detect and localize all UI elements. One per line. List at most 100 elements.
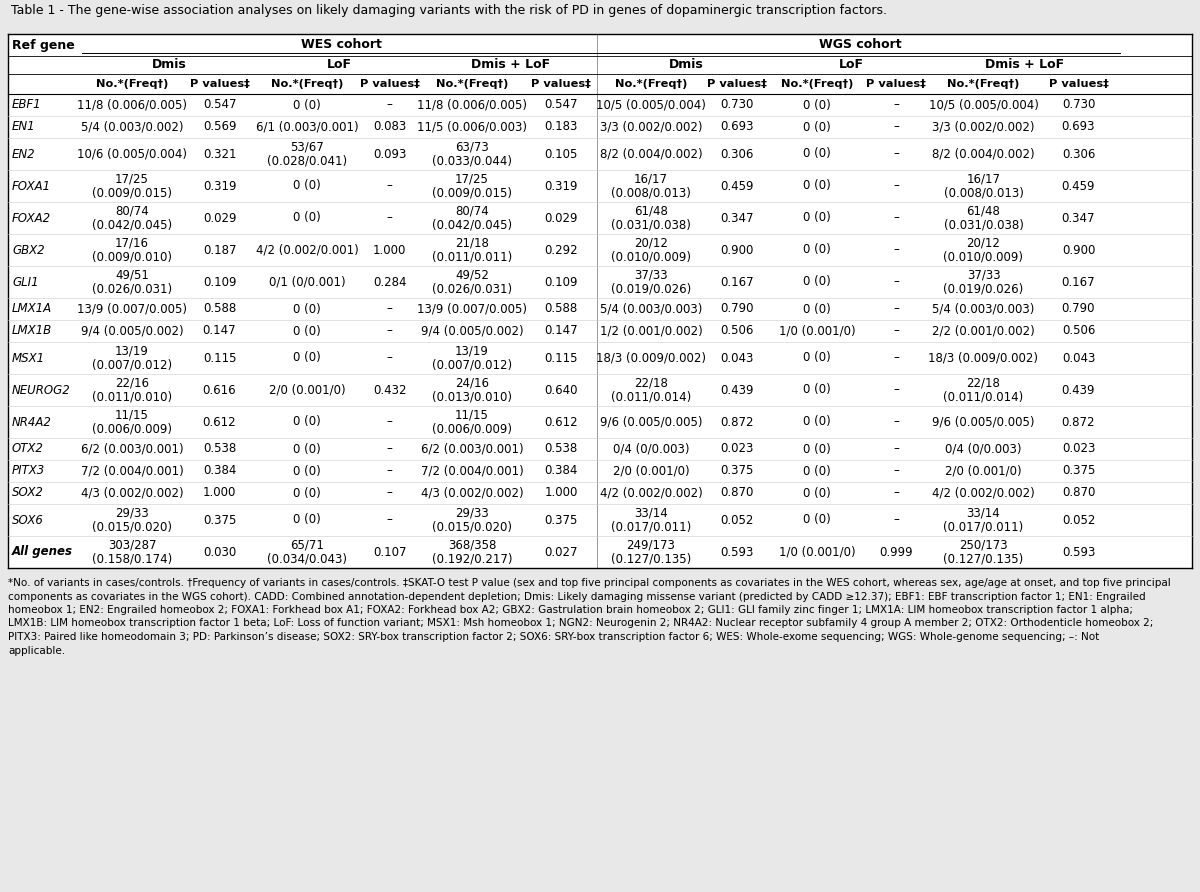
Text: EBF1: EBF1 xyxy=(12,98,42,112)
Text: 0.147: 0.147 xyxy=(544,325,578,337)
Text: 0.538: 0.538 xyxy=(545,442,577,456)
Text: –: – xyxy=(893,276,899,288)
Text: 22/16
(0.011/0.010): 22/16 (0.011/0.010) xyxy=(92,376,172,404)
Text: 4/3 (0.002/0.002): 4/3 (0.002/0.002) xyxy=(421,486,523,500)
Text: 0.790: 0.790 xyxy=(720,302,754,316)
Text: 0.870: 0.870 xyxy=(1062,486,1096,500)
Text: 2/2 (0.001/0.002): 2/2 (0.001/0.002) xyxy=(932,325,1034,337)
Text: Dmis: Dmis xyxy=(668,59,703,71)
Text: 8/2 (0.004/0.002): 8/2 (0.004/0.002) xyxy=(600,147,702,161)
Text: 0.306: 0.306 xyxy=(720,147,754,161)
Text: 0 (0): 0 (0) xyxy=(803,147,830,161)
Text: –: – xyxy=(386,486,392,500)
Text: 0.693: 0.693 xyxy=(1062,120,1096,134)
Text: 33/14
(0.017/0.011): 33/14 (0.017/0.011) xyxy=(943,507,1024,533)
Text: 0.052: 0.052 xyxy=(1062,514,1096,526)
Text: SOX6: SOX6 xyxy=(12,514,44,526)
Text: 0.043: 0.043 xyxy=(1062,351,1096,365)
Text: No.*(Freq†): No.*(Freq†) xyxy=(271,79,343,89)
Text: LMX1A: LMX1A xyxy=(12,302,52,316)
Text: 0/1 (0/0.001): 0/1 (0/0.001) xyxy=(269,276,346,288)
Text: 1/0 (0.001/0): 1/0 (0.001/0) xyxy=(779,546,856,558)
Text: 49/51
(0.026/0.031): 49/51 (0.026/0.031) xyxy=(92,268,172,296)
Text: –: – xyxy=(386,465,392,477)
Text: 0 (0): 0 (0) xyxy=(293,98,320,112)
Text: 53/67
(0.028/0.041): 53/67 (0.028/0.041) xyxy=(266,140,347,168)
Text: 0.319: 0.319 xyxy=(203,179,236,193)
Text: P values‡: P values‡ xyxy=(360,79,420,89)
Text: 37/33
(0.019/0.026): 37/33 (0.019/0.026) xyxy=(611,268,691,296)
Text: 0 (0): 0 (0) xyxy=(293,179,320,193)
Text: 0.547: 0.547 xyxy=(203,98,236,112)
Text: 0.432: 0.432 xyxy=(373,384,407,397)
Text: 11/5 (0.006/0.003): 11/5 (0.006/0.003) xyxy=(418,120,527,134)
Text: 1.000: 1.000 xyxy=(203,486,236,500)
Text: No.*(Freq†): No.*(Freq†) xyxy=(436,79,508,89)
Text: FOXA1: FOXA1 xyxy=(12,179,52,193)
Text: 0/4 (0/0.003): 0/4 (0/0.003) xyxy=(946,442,1021,456)
Text: 4/2 (0.002/0.002): 4/2 (0.002/0.002) xyxy=(932,486,1034,500)
Text: 0.023: 0.023 xyxy=(720,442,754,456)
Text: –: – xyxy=(893,244,899,257)
Text: –: – xyxy=(893,442,899,456)
Text: 0 (0): 0 (0) xyxy=(803,384,830,397)
Text: Dmis: Dmis xyxy=(152,59,187,71)
Text: 65/71
(0.034/0.043): 65/71 (0.034/0.043) xyxy=(266,538,347,566)
Text: 0.115: 0.115 xyxy=(203,351,236,365)
Text: 0 (0): 0 (0) xyxy=(803,442,830,456)
Text: 0.115: 0.115 xyxy=(545,351,577,365)
Text: 0.375: 0.375 xyxy=(545,514,577,526)
Text: 0 (0): 0 (0) xyxy=(803,514,830,526)
Text: 0 (0): 0 (0) xyxy=(803,276,830,288)
Text: 0.439: 0.439 xyxy=(1062,384,1096,397)
Text: 0 (0): 0 (0) xyxy=(293,351,320,365)
Text: 0.730: 0.730 xyxy=(1062,98,1096,112)
Text: NEUROG2: NEUROG2 xyxy=(12,384,71,397)
Text: 0.321: 0.321 xyxy=(203,147,236,161)
Text: 20/12
(0.010/0.009): 20/12 (0.010/0.009) xyxy=(943,236,1024,264)
Text: 0 (0): 0 (0) xyxy=(293,514,320,526)
Text: –: – xyxy=(386,179,392,193)
Text: *No. of variants in cases/controls. †Frequency of variants in cases/controls. ‡S: *No. of variants in cases/controls. †Fre… xyxy=(8,578,1171,588)
Text: SOX2: SOX2 xyxy=(12,486,44,500)
Text: 0 (0): 0 (0) xyxy=(803,211,830,225)
Text: 24/16
(0.013/0.010): 24/16 (0.013/0.010) xyxy=(432,376,512,404)
Text: 0.612: 0.612 xyxy=(544,416,578,428)
Text: 0.790: 0.790 xyxy=(1062,302,1096,316)
Text: No.*(Freq†): No.*(Freq†) xyxy=(96,79,168,89)
Text: 80/74
(0.042/0.045): 80/74 (0.042/0.045) xyxy=(92,204,172,232)
Text: 0.588: 0.588 xyxy=(203,302,236,316)
Text: 0.640: 0.640 xyxy=(545,384,577,397)
Text: 0.187: 0.187 xyxy=(203,244,236,257)
Text: 0 (0): 0 (0) xyxy=(293,416,320,428)
Text: components as covariates in the WGS cohort). CADD: Combined annotation-dependent: components as covariates in the WGS coho… xyxy=(8,591,1146,601)
Text: 9/6 (0.005/0.005): 9/6 (0.005/0.005) xyxy=(600,416,702,428)
Text: 0 (0): 0 (0) xyxy=(293,486,320,500)
Text: 0.730: 0.730 xyxy=(720,98,754,112)
Text: 10/5 (0.005/0.004): 10/5 (0.005/0.004) xyxy=(929,98,1038,112)
Text: 0.319: 0.319 xyxy=(545,179,577,193)
Text: homeobox 1; EN2: Engrailed homeobox 2; FOXA1: Forkhead box A1; FOXA2: Forkhead b: homeobox 1; EN2: Engrailed homeobox 2; F… xyxy=(8,605,1133,615)
Text: 0 (0): 0 (0) xyxy=(803,416,830,428)
Text: 10/5 (0.005/0.004): 10/5 (0.005/0.004) xyxy=(596,98,706,112)
Text: 17/16
(0.009/0.010): 17/16 (0.009/0.010) xyxy=(92,236,172,264)
Text: 9/6 (0.005/0.005): 9/6 (0.005/0.005) xyxy=(932,416,1034,428)
Text: 29/33
(0.015/0.020): 29/33 (0.015/0.020) xyxy=(92,507,172,533)
Text: 1/0 (0.001/0): 1/0 (0.001/0) xyxy=(779,325,856,337)
Text: 49/52
(0.026/0.031): 49/52 (0.026/0.031) xyxy=(432,268,512,296)
Text: 0.588: 0.588 xyxy=(545,302,577,316)
Text: 0.375: 0.375 xyxy=(720,465,754,477)
Text: 4/3 (0.002/0.002): 4/3 (0.002/0.002) xyxy=(80,486,184,500)
Text: 0.459: 0.459 xyxy=(1062,179,1096,193)
Text: 13/19
(0.007/0.012): 13/19 (0.007/0.012) xyxy=(432,344,512,372)
Text: 5/4 (0.003/0.002): 5/4 (0.003/0.002) xyxy=(80,120,184,134)
Text: 37/33
(0.019/0.026): 37/33 (0.019/0.026) xyxy=(943,268,1024,296)
Text: 0.506: 0.506 xyxy=(1062,325,1096,337)
Text: 0.547: 0.547 xyxy=(545,98,577,112)
Text: 10/6 (0.005/0.004): 10/6 (0.005/0.004) xyxy=(77,147,187,161)
Text: 0.872: 0.872 xyxy=(1062,416,1096,428)
Text: 0.105: 0.105 xyxy=(545,147,577,161)
Text: 0.384: 0.384 xyxy=(203,465,236,477)
Text: 0.593: 0.593 xyxy=(1062,546,1096,558)
Text: 5/4 (0.003/0.003): 5/4 (0.003/0.003) xyxy=(600,302,702,316)
